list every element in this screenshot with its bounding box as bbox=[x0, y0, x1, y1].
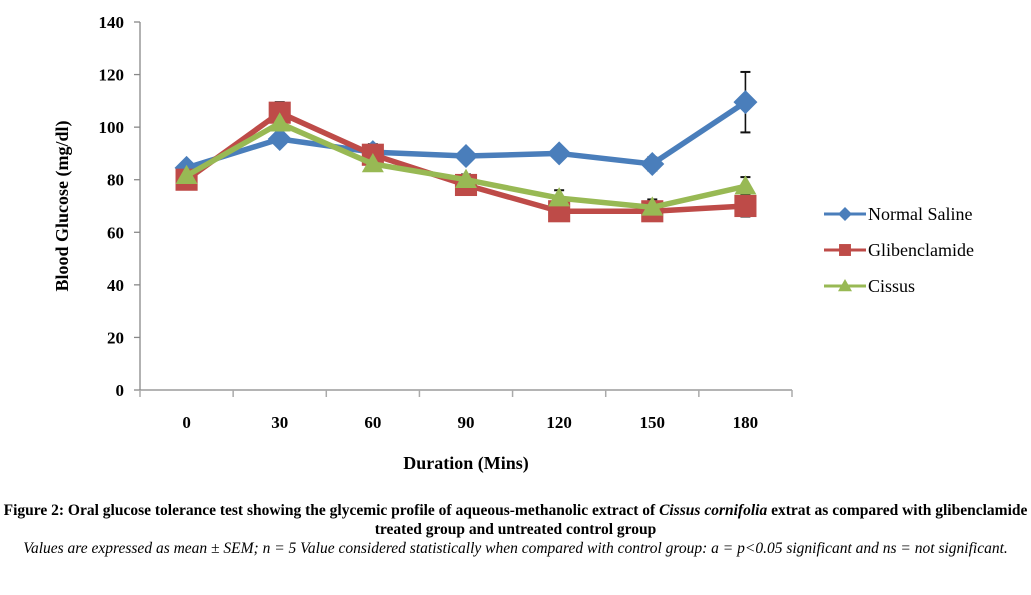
data-point-cissus bbox=[548, 187, 571, 207]
x-tick-label: 90 bbox=[458, 413, 475, 432]
x-tick-label: 60 bbox=[364, 413, 381, 432]
y-tick-label: 60 bbox=[107, 223, 124, 242]
data-point-normal-saline bbox=[733, 90, 758, 115]
caption-title-part1: Figure 2: Oral glucose tolerance test sh… bbox=[3, 502, 660, 519]
y-tick-label: 0 bbox=[116, 381, 125, 400]
data-point-cissus bbox=[268, 112, 291, 132]
legend-label: Glibenclamide bbox=[868, 240, 974, 260]
data-point-cissus bbox=[361, 152, 384, 173]
line-chart: 0 20 40 60 80 100 120 140 0 30 60 90 120 150 180 Dura… bbox=[52, 13, 974, 474]
y-ticks: 0 20 40 60 80 100 120 140 bbox=[99, 13, 140, 400]
x-tick-label: 150 bbox=[640, 413, 666, 432]
caption-title-part2: extrat as compared with glibenclamide tr… bbox=[374, 502, 1028, 538]
x-tick-label: 180 bbox=[733, 413, 759, 432]
data-point-normal-saline bbox=[640, 151, 665, 176]
y-tick-label: 80 bbox=[107, 171, 124, 190]
series-layer bbox=[174, 70, 758, 223]
y-tick-label: 100 bbox=[99, 118, 125, 137]
axes bbox=[139, 22, 792, 391]
legend-item-normal-saline: Normal Saline bbox=[824, 204, 972, 224]
y-axis-title: Blood Glucose (mg/dl) bbox=[52, 120, 73, 291]
x-ticks: 0 30 60 90 120 150 180 bbox=[139, 390, 793, 432]
y-tick-label: 120 bbox=[99, 66, 125, 85]
legend-item-cissus: Cissus bbox=[824, 276, 915, 296]
x-tick-label: 0 bbox=[182, 413, 191, 432]
legend-item-glibenclamide: Glibenclamide bbox=[824, 240, 974, 260]
x-tick-label: 30 bbox=[271, 413, 288, 432]
data-point-cissus bbox=[734, 175, 757, 195]
caption-title-species: Cissus cornifolia bbox=[659, 502, 768, 519]
data-point-cissus bbox=[455, 168, 477, 188]
figure-caption-title: Figure 2: Oral glucose tolerance test sh… bbox=[0, 501, 1031, 539]
data-point-normal-saline bbox=[267, 126, 292, 151]
x-axis-title: Duration (Mins) bbox=[403, 453, 529, 474]
y-tick-label: 40 bbox=[107, 276, 124, 295]
legend-marker-diamond bbox=[838, 207, 852, 221]
data-point-glibenclamide bbox=[734, 194, 757, 218]
y-tick-label: 20 bbox=[107, 328, 124, 347]
legend-label: Cissus bbox=[868, 276, 915, 296]
legend-label: Normal Saline bbox=[868, 204, 972, 224]
data-point-normal-saline bbox=[547, 141, 572, 166]
data-point-normal-saline bbox=[454, 144, 478, 169]
legend-marker-square bbox=[839, 244, 851, 256]
legend-marker-triangle bbox=[838, 279, 852, 292]
series-cissus bbox=[175, 112, 757, 216]
figure-caption-note: Values are expressed as mean ± SEM; n = … bbox=[23, 540, 1008, 557]
data-point-cissus bbox=[175, 164, 198, 185]
legend: Normal Saline Glibenclamide Cissus bbox=[824, 204, 974, 296]
x-tick-label: 120 bbox=[546, 413, 572, 432]
data-point-cissus bbox=[641, 196, 664, 216]
y-tick-label: 140 bbox=[99, 13, 125, 32]
